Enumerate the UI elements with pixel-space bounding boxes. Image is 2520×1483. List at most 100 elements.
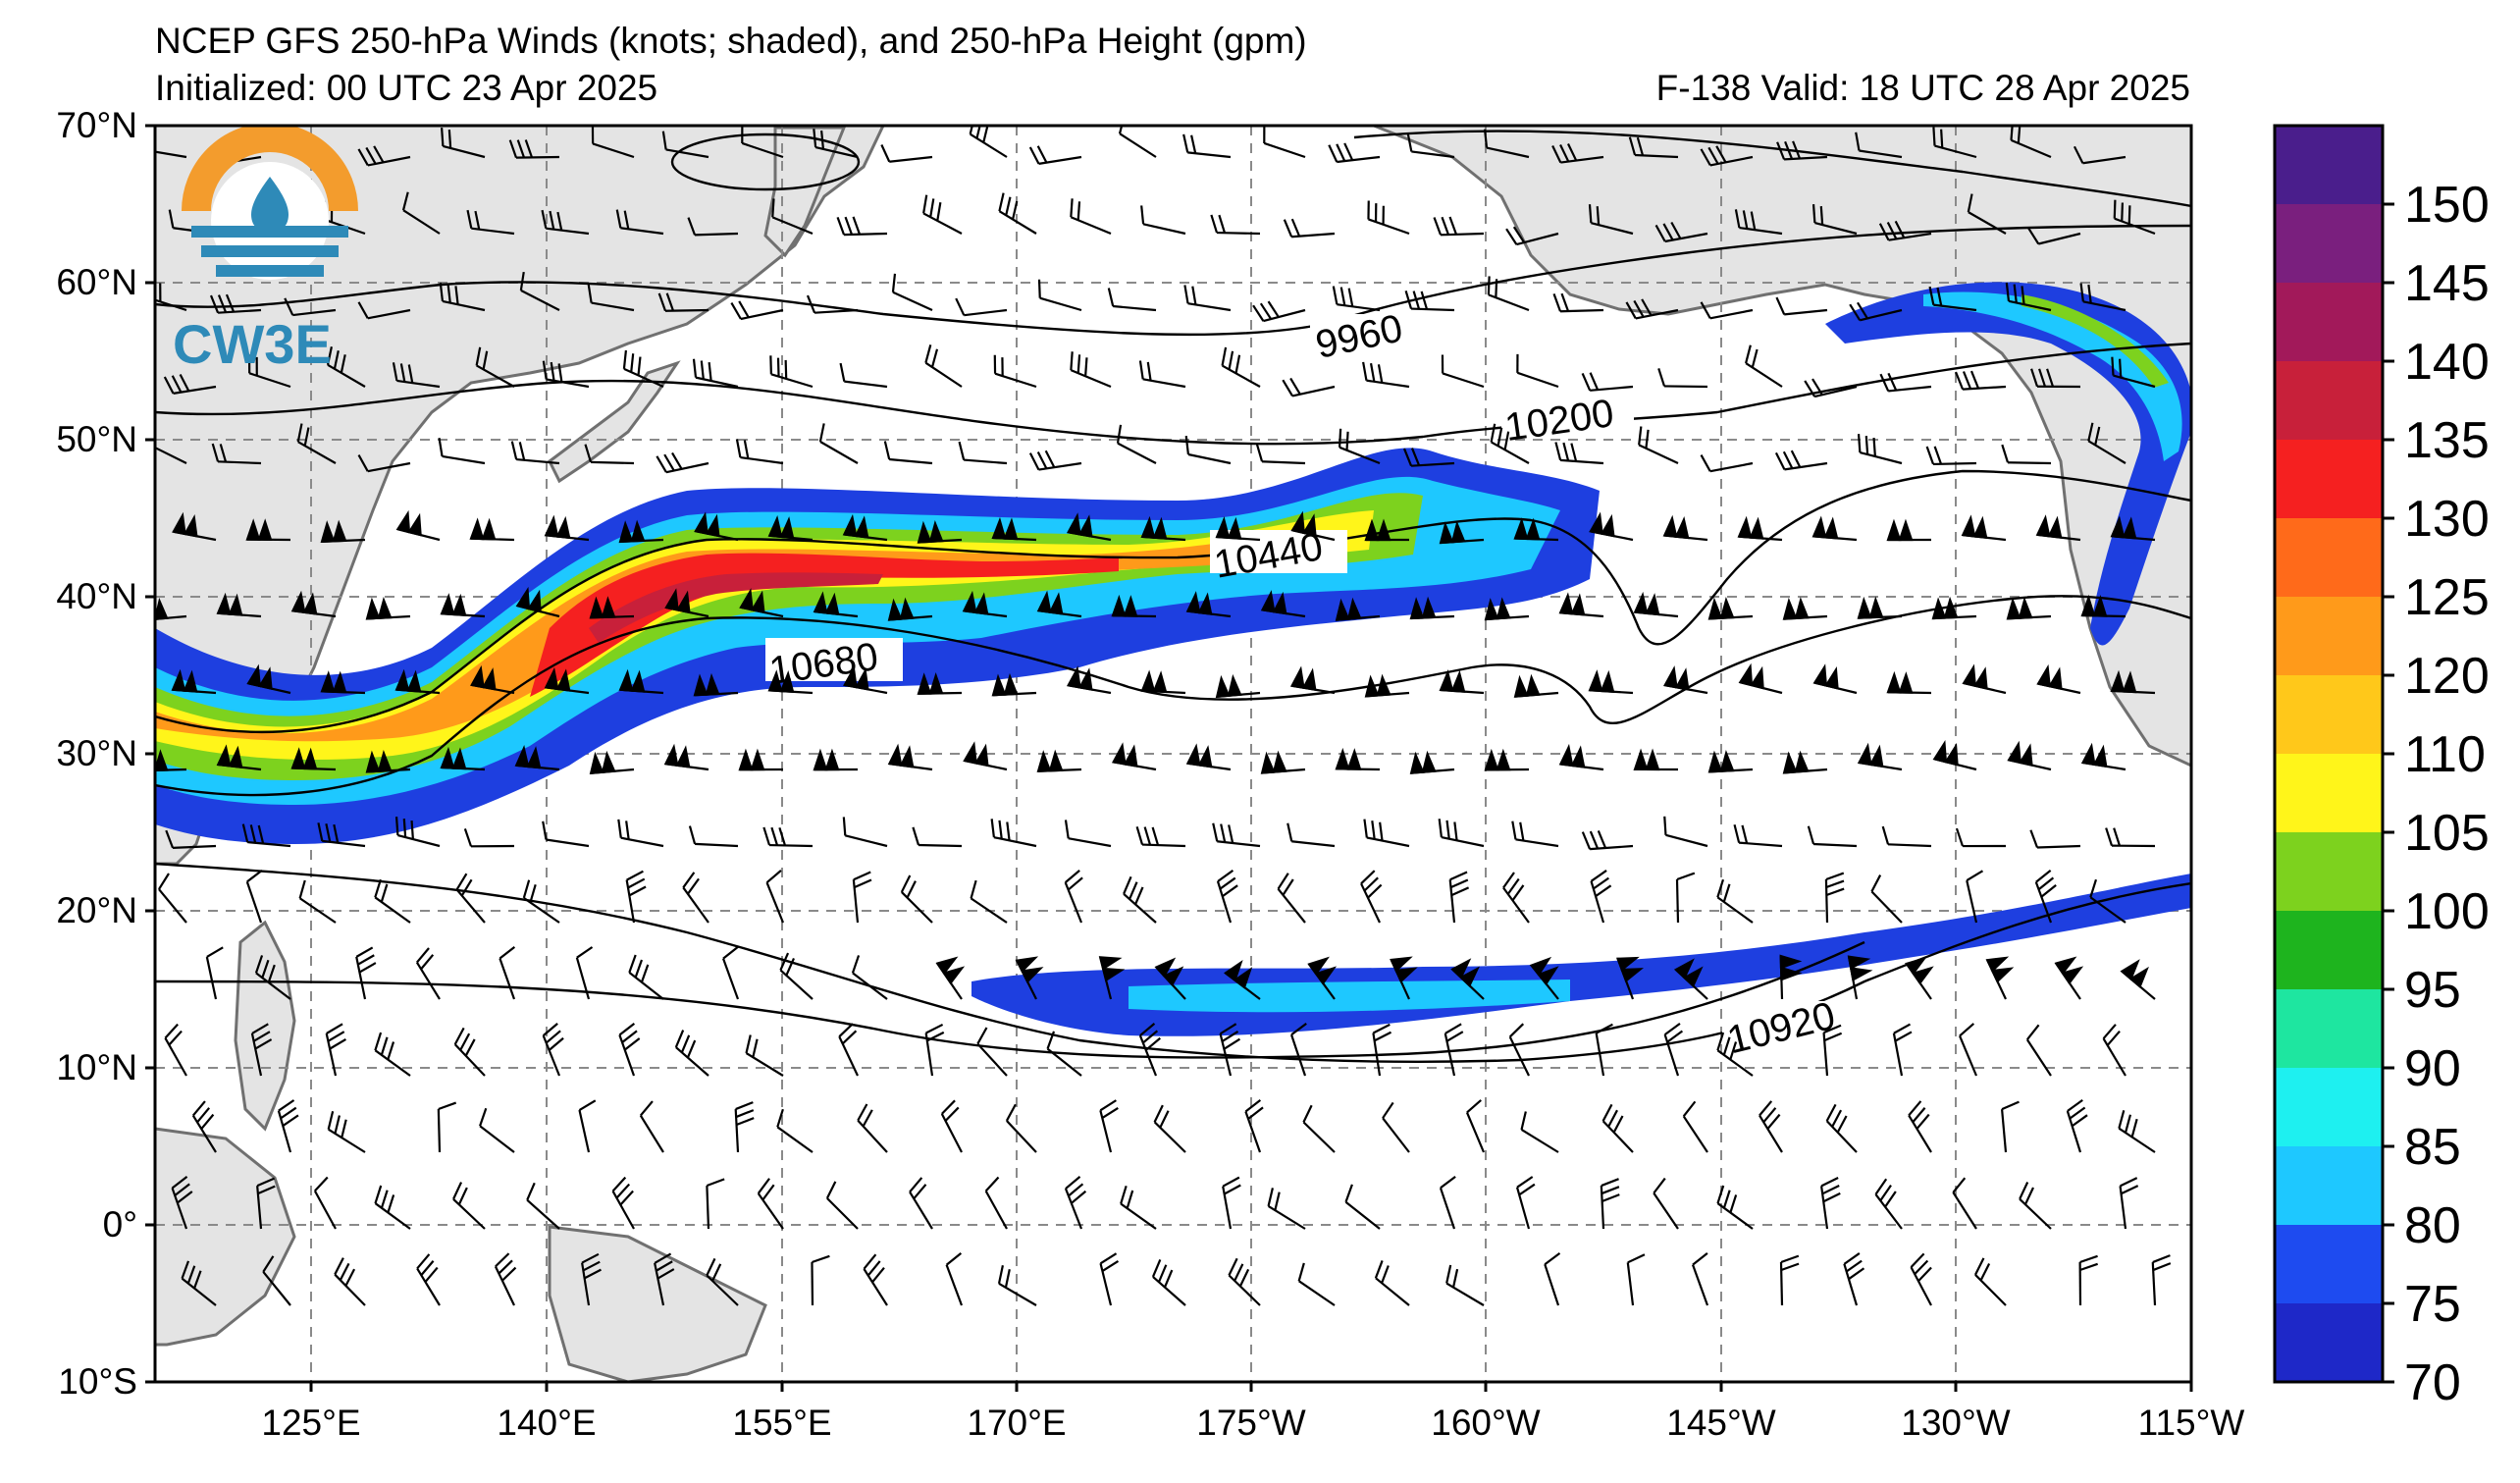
wind-barb bbox=[245, 869, 263, 924]
wind-barb bbox=[357, 301, 411, 320]
wind-barb bbox=[1302, 1104, 1336, 1153]
wind-barb bbox=[1985, 956, 2015, 1000]
wind-barb bbox=[998, 192, 1037, 235]
wind-barb bbox=[1716, 878, 1754, 924]
wind-barb bbox=[290, 747, 337, 771]
wind-barb bbox=[589, 596, 635, 619]
colorbar-segment bbox=[2275, 1303, 2383, 1383]
wind-barb bbox=[395, 509, 441, 542]
wind-barb bbox=[1581, 372, 1634, 392]
wind-barb bbox=[1066, 512, 1112, 542]
wind-barb bbox=[1390, 956, 1418, 1000]
wind-barb bbox=[1633, 748, 1679, 771]
wind-barb bbox=[842, 817, 888, 848]
wind-barb bbox=[1364, 673, 1410, 698]
wind-barb bbox=[591, 126, 635, 159]
wind-barb bbox=[452, 1182, 486, 1230]
wind-barb bbox=[1962, 663, 2007, 695]
wind-barb bbox=[374, 1032, 411, 1077]
wind-barb bbox=[1973, 1257, 2007, 1306]
wind-barb bbox=[661, 131, 709, 159]
wind-barb bbox=[1600, 1178, 1620, 1230]
wind-barb bbox=[256, 1177, 276, 1230]
wind-barb bbox=[526, 1182, 560, 1230]
wind-barb bbox=[463, 827, 515, 848]
wind-barb bbox=[883, 441, 933, 465]
wind-barb bbox=[357, 454, 411, 473]
wind-barb bbox=[1228, 1257, 1261, 1306]
wind-barb bbox=[1064, 870, 1083, 924]
wind-barb bbox=[1252, 300, 1306, 323]
colorbar-label: 80 bbox=[2404, 1197, 2461, 1254]
wind-barb bbox=[1260, 590, 1306, 618]
wind-barb bbox=[1925, 446, 1977, 466]
wind-barb bbox=[515, 586, 560, 618]
wind-barb bbox=[1138, 360, 1186, 389]
wind-barb bbox=[2089, 878, 2126, 924]
wind-barb bbox=[2105, 827, 2156, 848]
colorbar-segment bbox=[2275, 1068, 2383, 1147]
wind-barb bbox=[508, 139, 560, 159]
lat-label: 0° bbox=[103, 1204, 137, 1245]
wind-barb bbox=[1290, 510, 1336, 542]
wind-barb bbox=[1886, 518, 1932, 542]
longitude-labels: 125°E 140°E 155°E 170°E 175°W 160°W 145°… bbox=[261, 1403, 2244, 1443]
wind-barb bbox=[1372, 1023, 1392, 1077]
wind-barb bbox=[765, 870, 785, 924]
wind-barb bbox=[1005, 1103, 1037, 1153]
wind-barb bbox=[618, 519, 664, 544]
wind-barb bbox=[990, 819, 1037, 848]
lon-label: 160°W bbox=[1431, 1403, 1541, 1443]
wind-barb bbox=[171, 668, 217, 695]
wind-barb bbox=[1382, 1101, 1410, 1153]
wind-barb bbox=[1216, 870, 1238, 924]
wind-barb bbox=[745, 1034, 784, 1077]
wind-barbs bbox=[155, 126, 2172, 1306]
wind-barb bbox=[1367, 200, 1410, 236]
wind-barb bbox=[250, 1023, 273, 1077]
wind-barb bbox=[970, 879, 1008, 924]
wind-barb bbox=[1961, 514, 2007, 542]
wind-barb bbox=[2073, 145, 2126, 165]
wind-barb bbox=[455, 873, 486, 924]
wind-barb bbox=[1515, 1176, 1536, 1230]
wind-barb bbox=[1886, 670, 1932, 695]
wind-barb bbox=[1244, 1098, 1264, 1153]
wind-barb bbox=[1433, 216, 1485, 237]
wind-barb bbox=[510, 441, 560, 465]
wind-barb bbox=[191, 1100, 217, 1153]
lon-label: 125°E bbox=[261, 1403, 360, 1443]
wind-barb bbox=[639, 1100, 664, 1153]
colorbar: 150 145 140 135 130 125 120 110 105 100 95 90 85 80 75… bbox=[2273, 124, 2490, 1411]
wind-barb bbox=[1625, 298, 1679, 320]
wind-barb bbox=[1967, 193, 2007, 235]
wind-barb bbox=[1289, 665, 1336, 695]
wind-barb bbox=[1738, 662, 1783, 695]
wind-barb bbox=[1185, 743, 1232, 771]
wind-barb bbox=[514, 745, 560, 771]
wind-barb bbox=[2151, 1254, 2172, 1306]
wind-barb bbox=[1070, 351, 1112, 389]
wind-barb bbox=[1364, 518, 1409, 542]
wind-barb bbox=[836, 216, 888, 237]
wind-barb bbox=[1360, 870, 1383, 924]
wind-barb bbox=[441, 127, 486, 159]
contour-southern bbox=[155, 940, 1865, 1059]
wind-barb bbox=[158, 873, 187, 924]
wind-barb bbox=[969, 126, 1008, 158]
colorbar-segment bbox=[2275, 989, 2383, 1069]
wind-barb bbox=[313, 1176, 337, 1230]
wind-barb bbox=[394, 668, 441, 695]
wind-barb bbox=[1892, 1023, 1913, 1077]
height-contours bbox=[155, 130, 2191, 1064]
wind-barb bbox=[1516, 353, 1559, 389]
lon-label: 155°E bbox=[732, 1403, 831, 1443]
wind-barb bbox=[1879, 372, 1932, 393]
wind-barb bbox=[584, 444, 635, 465]
wind-barb bbox=[241, 823, 291, 848]
wind-barb bbox=[2030, 368, 2081, 389]
wind-barb bbox=[1700, 454, 1754, 473]
wind-barb bbox=[1544, 1251, 1561, 1306]
wind-barb bbox=[163, 374, 217, 395]
wind-barb bbox=[209, 293, 262, 314]
